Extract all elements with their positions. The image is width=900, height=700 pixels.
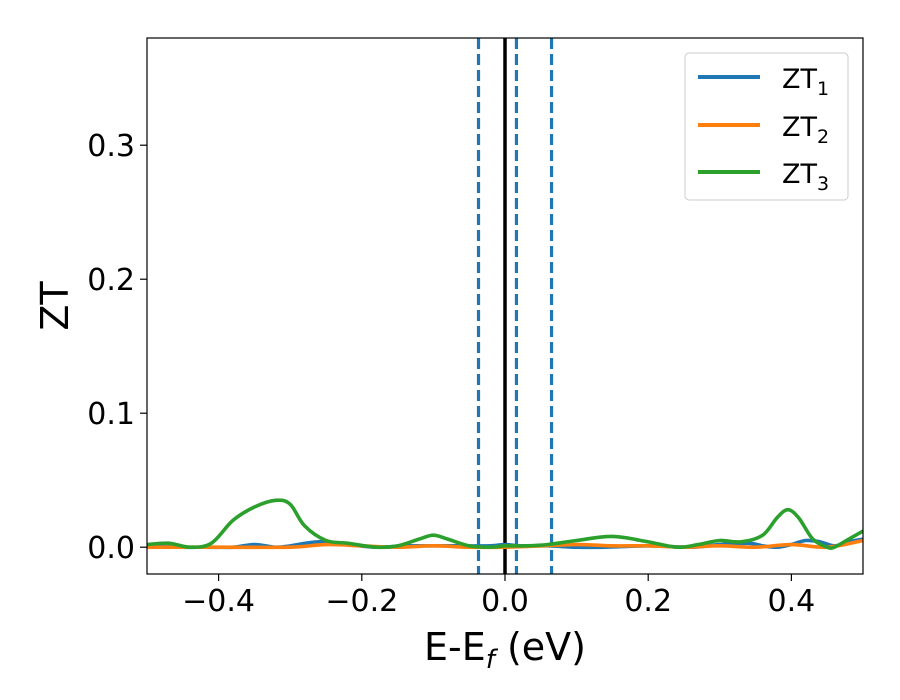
y-tick-label: 0.2 — [87, 263, 135, 298]
x-tick-label: 0.2 — [624, 584, 672, 619]
x-axis-label: E-Ef (eV) — [424, 625, 586, 675]
legend-box — [684, 52, 849, 201]
y-tick-label: 0.1 — [87, 397, 135, 432]
legend-label-zt2: ZT2 — [782, 112, 829, 148]
x-tick-label: 0.4 — [768, 584, 816, 619]
series-line-zt3 — [147, 498, 863, 550]
x-tick-label: −0.4 — [182, 584, 255, 619]
legend: ZT1 ZT2 ZT3 — [684, 52, 849, 201]
y-tick-label: 0.3 — [87, 129, 135, 164]
y-axis-label: ZT — [33, 281, 77, 331]
x-tick-label: 0.0 — [481, 584, 529, 619]
x-tick-label: −0.2 — [325, 584, 398, 619]
y-ticks: 0.0 0.1 0.2 0.3 — [87, 129, 147, 566]
y-tick-label: 0.0 — [87, 531, 135, 566]
series-lines — [147, 498, 863, 550]
x-ticks: −0.4 −0.2 0.0 0.2 0.4 — [182, 574, 815, 619]
legend-label-zt1: ZT1 — [782, 64, 829, 100]
vertical-lines — [476, 38, 554, 574]
legend-label-zt3: ZT3 — [782, 159, 829, 195]
